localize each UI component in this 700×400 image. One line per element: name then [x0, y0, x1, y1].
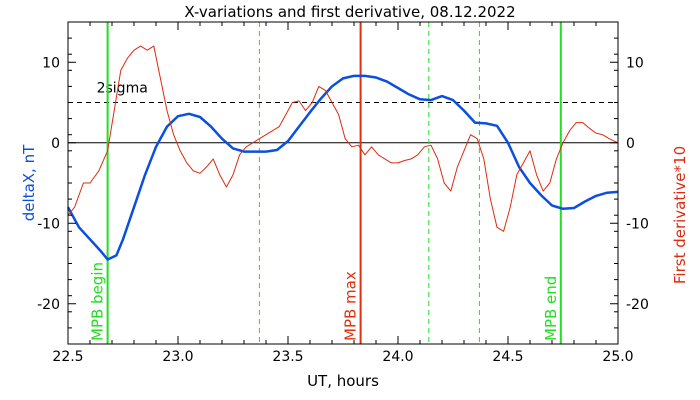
- y-tick-label-left: -10: [37, 216, 60, 232]
- x-tick-label: 22.5: [52, 349, 83, 365]
- x-tick-label: 24.0: [382, 349, 413, 365]
- y-tick-label-left: 10: [42, 55, 60, 71]
- threshold-label: 2sigma: [97, 81, 148, 97]
- y-tick-label-right: 10: [626, 55, 644, 71]
- y-axis-label-right: First derivative*10: [671, 146, 689, 284]
- y-tick-label-left: 0: [51, 136, 60, 152]
- x-tick-label: 25.0: [602, 349, 633, 365]
- marker-label: MPB max: [342, 271, 360, 341]
- y-tick-label-right: -20: [626, 297, 649, 313]
- deltax-series-line: [66, 74, 619, 261]
- axis-ticks: 22.5 23.0 23.5 24.0 24.5 25.0 -20 -20 -10 -10 0 0 10…: [37, 21, 649, 365]
- marker-label: MPB end: [542, 276, 560, 341]
- y-tick-label-right: 0: [626, 136, 635, 152]
- derivative-series-line: [67, 45, 619, 232]
- marker-label: MPB begin: [89, 262, 107, 341]
- y-axis-label-left: deltaX, nT: [20, 144, 38, 221]
- x-tick-label: 24.5: [492, 349, 523, 365]
- plot-area: 2sigma MPB begin MPB max MPB end: [66, 22, 619, 344]
- x-tick-label: 23.5: [272, 349, 303, 365]
- y-tick-label-right: -10: [626, 216, 649, 232]
- y-tick-label-left: -20: [37, 297, 60, 313]
- x-tick-label: 23.0: [162, 349, 193, 365]
- x-axis-label: UT, hours: [307, 372, 379, 390]
- chart-title: X-variations and first derivative, 08.12…: [184, 3, 515, 21]
